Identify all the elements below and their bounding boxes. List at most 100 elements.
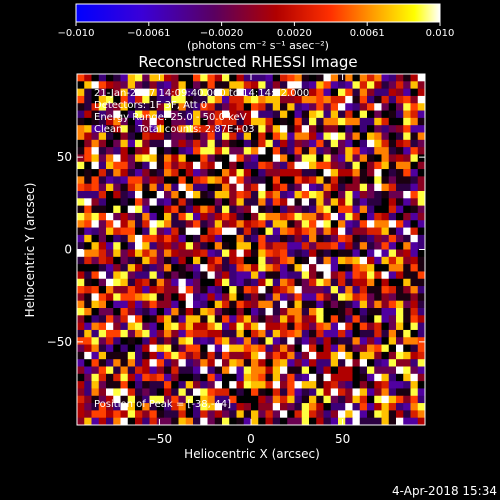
heatmap-pixel bbox=[374, 183, 382, 192]
heatmap-pixel bbox=[265, 300, 274, 309]
heatmap-pixel bbox=[127, 256, 136, 265]
heatmap-pixel bbox=[272, 300, 281, 309]
heatmap-pixel bbox=[265, 337, 274, 345]
heatmap-pixel bbox=[77, 117, 85, 126]
heatmap-pixel bbox=[77, 366, 85, 375]
heatmap-pixel bbox=[77, 293, 85, 301]
heatmap-pixel bbox=[113, 125, 121, 133]
heatmap-pixel bbox=[323, 286, 332, 294]
heatmap-pixel bbox=[193, 103, 201, 111]
heatmap-pixel bbox=[222, 205, 230, 214]
heatmap-pixel bbox=[345, 395, 353, 404]
heatmap-pixel bbox=[323, 403, 332, 411]
heatmap-pixel bbox=[251, 322, 259, 331]
heatmap-pixel bbox=[106, 125, 114, 133]
heatmap-pixel bbox=[207, 88, 216, 97]
colorbar-gradient bbox=[75, 3, 441, 23]
heatmap-pixel bbox=[178, 249, 187, 258]
heatmap-pixel bbox=[265, 308, 274, 316]
heatmap-pixel bbox=[142, 169, 150, 177]
heatmap-pixel bbox=[403, 337, 411, 345]
x-tick-label: 0 bbox=[247, 432, 255, 446]
heatmap-pixel bbox=[265, 191, 274, 199]
heatmap-pixel bbox=[280, 410, 288, 418]
heatmap-pixel bbox=[135, 410, 143, 418]
heatmap-pixel bbox=[403, 315, 411, 323]
heatmap-pixel bbox=[403, 388, 411, 397]
heatmap-pixel bbox=[214, 286, 223, 294]
heatmap-pixel bbox=[272, 125, 281, 133]
heatmap-pixel bbox=[410, 344, 419, 353]
heatmap-pixel bbox=[171, 154, 179, 163]
heatmap-pixel bbox=[178, 220, 187, 228]
peak-position-label: Position of Peak = [-38,-44] bbox=[94, 399, 231, 410]
heatmap-pixel bbox=[410, 198, 419, 206]
heatmap-pixel bbox=[403, 212, 411, 221]
heatmap-pixel bbox=[127, 403, 136, 411]
heatmap-pixel bbox=[396, 132, 404, 141]
heatmap-pixel bbox=[222, 139, 230, 148]
heatmap-pixel bbox=[294, 220, 303, 228]
heatmap-pixel bbox=[309, 300, 317, 309]
heatmap-pixel bbox=[410, 242, 419, 250]
heatmap-pixel bbox=[164, 220, 172, 228]
heatmap-pixel bbox=[403, 220, 411, 228]
heatmap-pixel bbox=[193, 417, 201, 426]
heatmap-pixel bbox=[113, 293, 121, 301]
heatmap-pixel bbox=[127, 191, 136, 199]
heatmap-pixel bbox=[309, 117, 317, 126]
heatmap-pixel bbox=[301, 95, 310, 104]
heatmap-pixel bbox=[272, 95, 281, 104]
heatmap-pixel bbox=[171, 117, 179, 126]
heatmap-pixel bbox=[417, 351, 426, 360]
heatmap-pixel bbox=[265, 351, 274, 360]
heatmap-pixel bbox=[265, 161, 274, 170]
heatmap-pixel bbox=[98, 183, 107, 192]
heatmap-pixel bbox=[301, 198, 310, 206]
heatmap-pixel bbox=[330, 381, 339, 389]
heatmap-pixel bbox=[236, 227, 245, 236]
heatmap-pixel bbox=[388, 308, 397, 316]
heatmap-pixel bbox=[156, 154, 165, 163]
heatmap-pixel bbox=[338, 417, 346, 426]
heatmap-pixel bbox=[280, 308, 288, 316]
x-axis-ticks: −50 0 50 bbox=[147, 74, 350, 446]
heatmap-pixel bbox=[330, 220, 339, 228]
heatmap-pixel bbox=[156, 81, 165, 89]
heatmap-pixel bbox=[338, 176, 346, 184]
heatmap-pixel bbox=[338, 293, 346, 301]
heatmap-pixel bbox=[417, 154, 426, 163]
heatmap-pixel bbox=[113, 410, 121, 418]
colorbar-tick-label: 0.0020 bbox=[277, 28, 312, 39]
heatmap-pixel bbox=[236, 256, 245, 265]
heatmap-pixel bbox=[171, 198, 179, 206]
heatmap-pixel bbox=[323, 132, 332, 141]
heatmap-pixel bbox=[106, 161, 114, 170]
heatmap-pixel bbox=[207, 81, 216, 89]
heatmap-pixel bbox=[258, 278, 266, 287]
heatmap-pixel bbox=[106, 220, 114, 228]
heatmap-pixel bbox=[359, 74, 368, 82]
heatmap-pixel bbox=[345, 183, 353, 192]
heatmap-pixel bbox=[113, 147, 121, 155]
heatmap-pixel bbox=[330, 205, 339, 214]
heatmap-pixel bbox=[98, 191, 107, 199]
heatmap-pixel bbox=[345, 212, 353, 221]
heatmap-pixel bbox=[135, 74, 143, 82]
heatmap-pixel bbox=[185, 169, 194, 177]
heatmap-pixel bbox=[359, 161, 368, 170]
heatmap-pixel bbox=[91, 249, 100, 258]
heatmap-pixel bbox=[272, 366, 281, 375]
heatmap-pixel bbox=[178, 286, 187, 294]
heatmap-pixel bbox=[338, 366, 346, 375]
heatmap-pixel bbox=[388, 117, 397, 126]
annotation-energy-range: Energy Range: 25.0 - 50.0 keV bbox=[94, 112, 247, 123]
heatmap-pixel bbox=[374, 373, 382, 382]
heatmap-pixel bbox=[301, 322, 310, 331]
heatmap-pixel bbox=[417, 286, 426, 294]
heatmap-pixel bbox=[120, 264, 129, 272]
heatmap-pixel bbox=[222, 81, 230, 89]
heatmap-pixel bbox=[214, 198, 223, 206]
heatmap-pixel bbox=[193, 410, 201, 418]
heatmap-pixel bbox=[280, 242, 288, 250]
